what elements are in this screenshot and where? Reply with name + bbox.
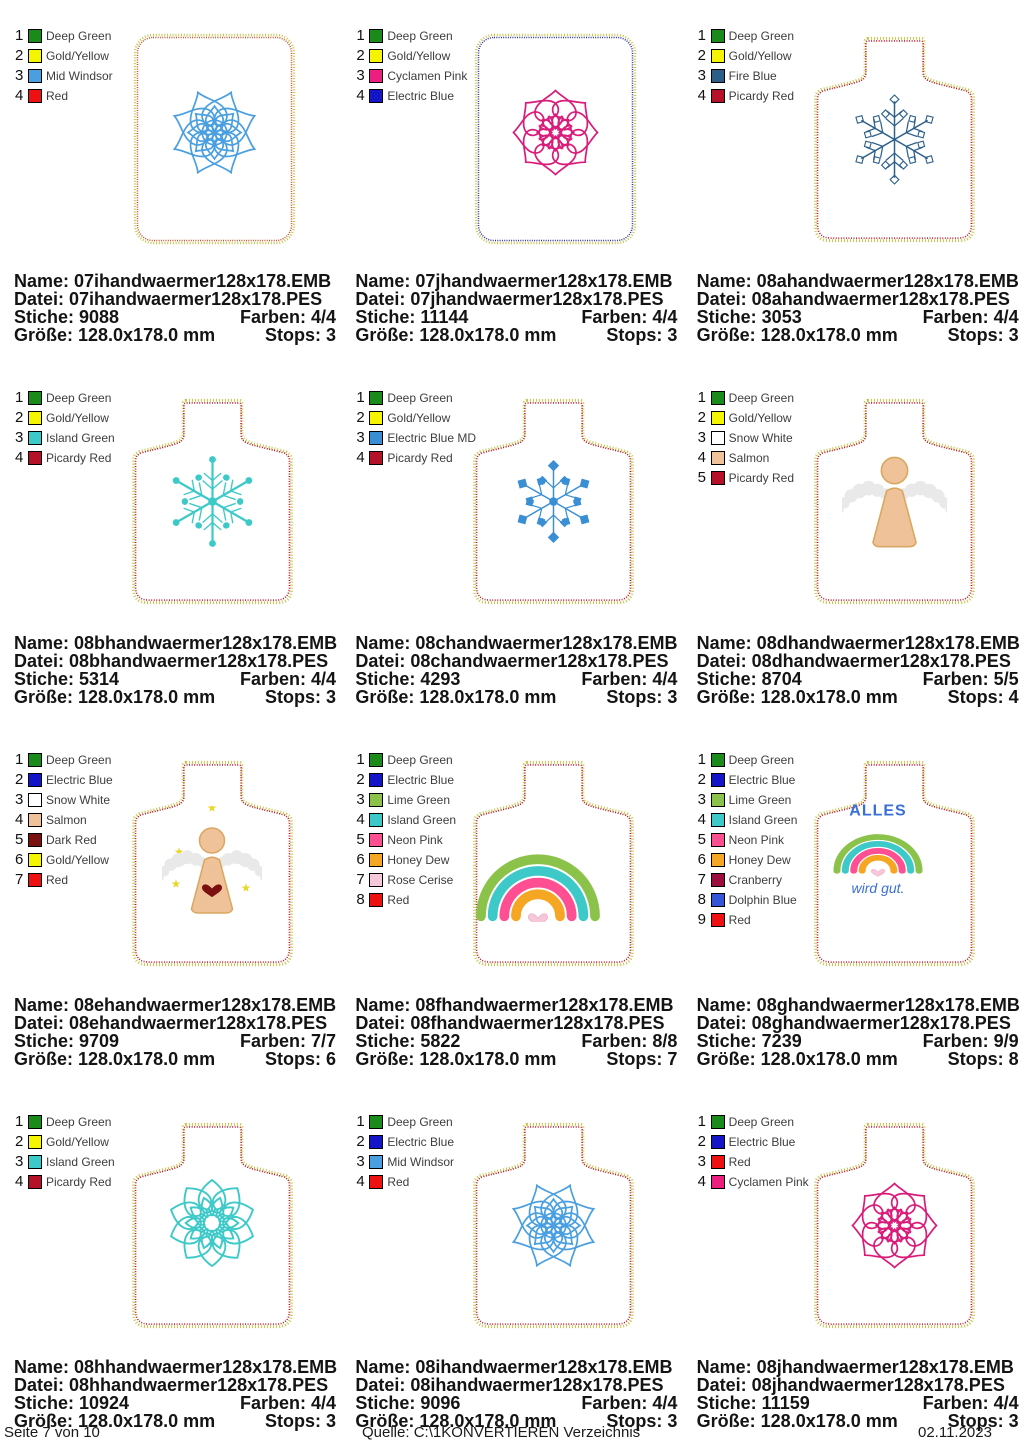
svg-text:wird gut.: wird gut.: [852, 880, 905, 896]
svg-text:ALLES: ALLES: [850, 802, 907, 819]
